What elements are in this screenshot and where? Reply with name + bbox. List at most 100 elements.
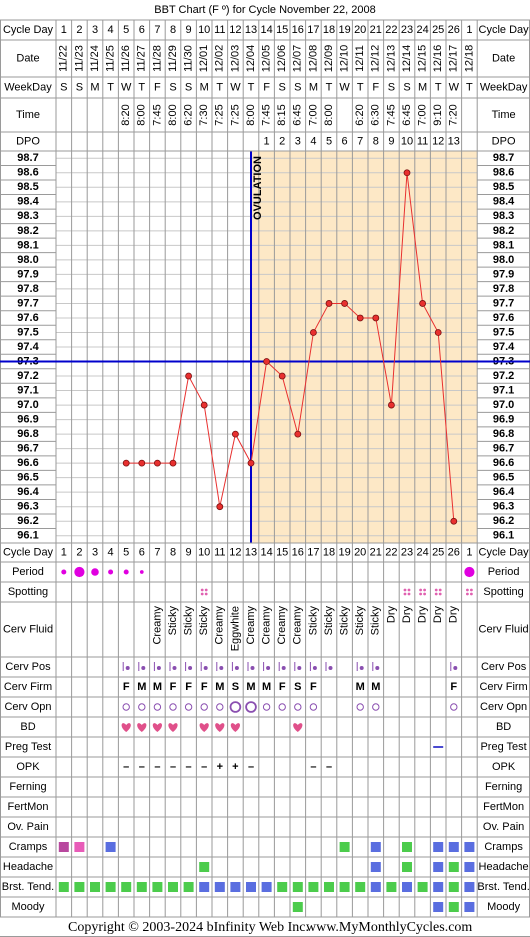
- temp-point: [387, 401, 395, 409]
- cell-text: 20: [354, 546, 366, 558]
- symptom-square: [433, 862, 444, 872]
- row-label: Cycle Day: [479, 546, 530, 558]
- pos-dot: [188, 666, 193, 670]
- row-label: WeekDay: [4, 81, 52, 93]
- y-tick-label: 98.4: [493, 196, 515, 208]
- cell-symbol: –: [170, 761, 176, 773]
- cell-text: 12/02: [214, 45, 226, 73]
- cell-text: 11: [214, 546, 225, 558]
- cell-text: S: [403, 81, 410, 93]
- cell-text: 12: [432, 135, 444, 147]
- cell-symbol: –: [201, 761, 207, 773]
- y-tick-label: 97.6: [17, 312, 38, 324]
- row-label: Moody: [11, 901, 45, 913]
- cell-text: 7:25: [229, 104, 241, 125]
- cerv-pos-symbol: [153, 662, 161, 671]
- cell-symbol: F: [279, 681, 286, 693]
- temp-point: [294, 430, 302, 438]
- row-label: BD: [20, 721, 35, 733]
- spot-dot: [419, 588, 422, 592]
- cell-symbol: –: [186, 761, 192, 773]
- row-label: FertMon: [8, 801, 49, 813]
- y-tick-label: 97.2: [493, 370, 514, 382]
- cell-text: 7:45: [151, 104, 163, 125]
- y-tick-label: 97.0: [493, 399, 514, 411]
- cell-text: Sticky: [307, 606, 319, 636]
- cell-text: 4: [108, 24, 114, 36]
- y-tick-label: 96.8: [493, 428, 514, 440]
- row-label: Ov. Pain: [483, 821, 524, 833]
- y-tick-label: 96.9: [493, 413, 514, 425]
- row-label: Date: [16, 52, 39, 64]
- symptom-square: [402, 842, 412, 852]
- temp-point: [153, 459, 161, 467]
- cell-text: T: [138, 81, 145, 93]
- cell-symbol: F: [310, 681, 317, 693]
- period-dot: [91, 568, 99, 576]
- temp-point: [169, 459, 177, 467]
- symptom-square: [105, 882, 116, 892]
- cell-text: M: [309, 81, 318, 93]
- cell-text: S: [279, 81, 286, 93]
- cerv-pos-symbol: [309, 662, 317, 671]
- row-label: Ferning: [9, 781, 46, 793]
- cell-text: 8:00: [323, 104, 335, 125]
- cell-text: 12/11: [354, 45, 366, 72]
- symptom-square: [370, 862, 381, 872]
- preg-dash: [433, 746, 444, 748]
- cerv-pos-symbol: [216, 662, 224, 671]
- row-label: Cerv Pos: [5, 661, 51, 673]
- cell-text: 7: [357, 135, 363, 147]
- row-label: Period: [12, 566, 44, 578]
- temp-point: [278, 372, 286, 380]
- y-tick-label: 97.1: [493, 384, 514, 396]
- cell-text: 1: [466, 24, 472, 36]
- y-tick-label: 96.3: [493, 501, 514, 513]
- cell-text: Sticky: [183, 606, 195, 636]
- pos-dot: [172, 666, 177, 670]
- pos-dot: [266, 666, 271, 670]
- row-label: Headache: [3, 861, 53, 873]
- row-label: Spotting: [8, 586, 48, 598]
- symptom-square: [230, 882, 241, 892]
- cell-text: 8: [170, 546, 176, 558]
- pos-dot: [453, 666, 458, 670]
- row-label: Spotting: [483, 586, 523, 598]
- y-tick-label: 96.4: [493, 486, 515, 498]
- cell-text: T: [216, 81, 223, 93]
- cell-text: 13: [448, 135, 460, 147]
- cell-text: 3: [92, 546, 98, 558]
- cell-text: 11/27: [136, 45, 148, 72]
- y-tick-label: 96.6: [17, 457, 38, 469]
- cell-symbol: M: [356, 681, 365, 693]
- cell-text: M: [90, 81, 99, 93]
- spot-dot: [470, 592, 473, 596]
- y-tick-label: 96.3: [17, 501, 38, 513]
- pos-dot: [141, 666, 146, 670]
- pos-dot: [359, 666, 364, 670]
- row-label: Ferning: [485, 781, 522, 793]
- symptom-square: [324, 882, 334, 892]
- row-label: Cerv Pos: [481, 661, 527, 673]
- symptom-square: [74, 842, 85, 852]
- cell-text: 11/28: [151, 45, 163, 72]
- cell-text: 7:45: [261, 104, 273, 125]
- symptom-square: [448, 882, 459, 892]
- bd-heart: [168, 723, 178, 732]
- cerv-pos-symbol: [294, 662, 302, 671]
- row-label: Preg Test: [480, 741, 526, 753]
- cell-text: 11/23: [73, 45, 85, 72]
- row-label: Cycle Day: [3, 24, 54, 36]
- symptom-square: [464, 882, 475, 892]
- y-tick-label: 97.4: [493, 341, 515, 353]
- temp-point: [231, 430, 239, 438]
- y-tick-label: 96.5: [17, 472, 38, 484]
- cell-text: 5: [123, 24, 129, 36]
- cell-text: 12/13: [385, 45, 397, 73]
- cerv-pos-symbol: [372, 662, 380, 671]
- cell-text: T: [326, 81, 333, 93]
- pos-dot: [281, 666, 286, 670]
- site-url: www.MyMonthlyCycles.com: [306, 920, 472, 935]
- spotting-dots: [200, 588, 208, 596]
